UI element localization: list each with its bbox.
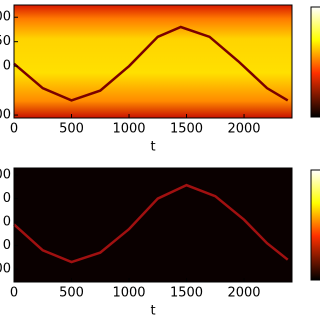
y-tick-label: 0 bbox=[3, 59, 11, 74]
y-tick-label: 00 bbox=[0, 262, 11, 277]
plot-frame bbox=[13, 4, 293, 119]
x-tick-label: 500 bbox=[59, 286, 84, 301]
y-tick-label: 0 bbox=[3, 238, 11, 253]
colorbar bbox=[310, 6, 320, 118]
x-tick-label: 1500 bbox=[170, 286, 203, 301]
colorbar bbox=[310, 169, 320, 281]
x-tick-label: 500 bbox=[59, 122, 84, 137]
ridge-line bbox=[13, 25, 289, 102]
plot-frame bbox=[13, 167, 293, 283]
y-tick-label: 50 bbox=[0, 34, 11, 49]
y-tick-label: 0 bbox=[3, 215, 11, 230]
x-tick-label: 0 bbox=[10, 122, 18, 137]
x-tick-label: 0 bbox=[10, 286, 18, 301]
heatmap-field bbox=[14, 5, 292, 118]
ridge-line bbox=[13, 183, 289, 264]
x-tick-label: 1000 bbox=[112, 122, 145, 137]
x-axis-label: t bbox=[150, 140, 155, 155]
x-tick-label: 2000 bbox=[227, 286, 260, 301]
y-tick-label: 00 bbox=[0, 168, 11, 183]
y-tick-label: 0 bbox=[3, 191, 11, 206]
x-tick-label: 2000 bbox=[227, 122, 260, 137]
y-tick-label: 00 bbox=[0, 10, 11, 25]
x-axis-label: t bbox=[150, 304, 155, 319]
x-tick-label: 1000 bbox=[112, 286, 145, 301]
x-tick-label: 1500 bbox=[170, 122, 203, 137]
y-tick-label: 00 bbox=[0, 108, 11, 123]
heatmap-field bbox=[14, 168, 292, 282]
